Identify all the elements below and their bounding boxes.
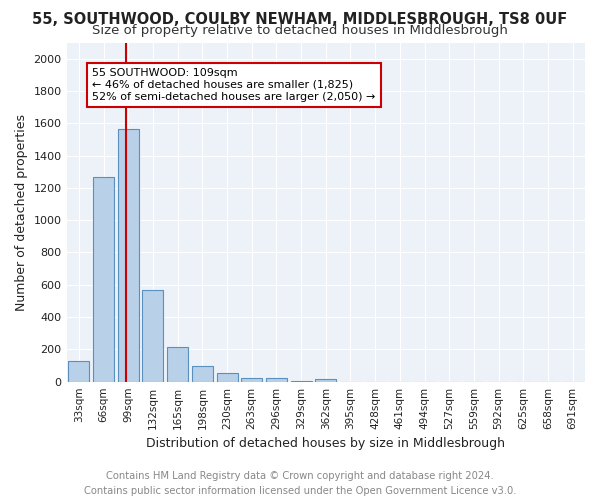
Bar: [68, 360, 89, 382]
Bar: [290, 381, 311, 382]
X-axis label: Distribution of detached houses by size in Middlesbrough: Distribution of detached houses by size …: [146, 437, 505, 450]
Text: Contains HM Land Registry data © Crown copyright and database right 2024.
Contai: Contains HM Land Registry data © Crown c…: [84, 471, 516, 496]
Bar: [241, 378, 262, 382]
Bar: [93, 176, 114, 382]
Bar: [315, 380, 336, 382]
Bar: [217, 373, 238, 382]
Bar: [192, 366, 213, 382]
Text: Size of property relative to detached houses in Middlesbrough: Size of property relative to detached ho…: [92, 24, 508, 37]
Bar: [266, 378, 287, 382]
Text: 55 SOUTHWOOD: 109sqm
← 46% of detached houses are smaller (1,825)
52% of semi-de: 55 SOUTHWOOD: 109sqm ← 46% of detached h…: [92, 68, 376, 102]
Text: 55, SOUTHWOOD, COULBY NEWHAM, MIDDLESBROUGH, TS8 0UF: 55, SOUTHWOOD, COULBY NEWHAM, MIDDLESBRO…: [32, 12, 568, 26]
Bar: [167, 347, 188, 382]
Y-axis label: Number of detached properties: Number of detached properties: [15, 114, 28, 310]
Bar: [142, 290, 163, 382]
Bar: [118, 129, 139, 382]
